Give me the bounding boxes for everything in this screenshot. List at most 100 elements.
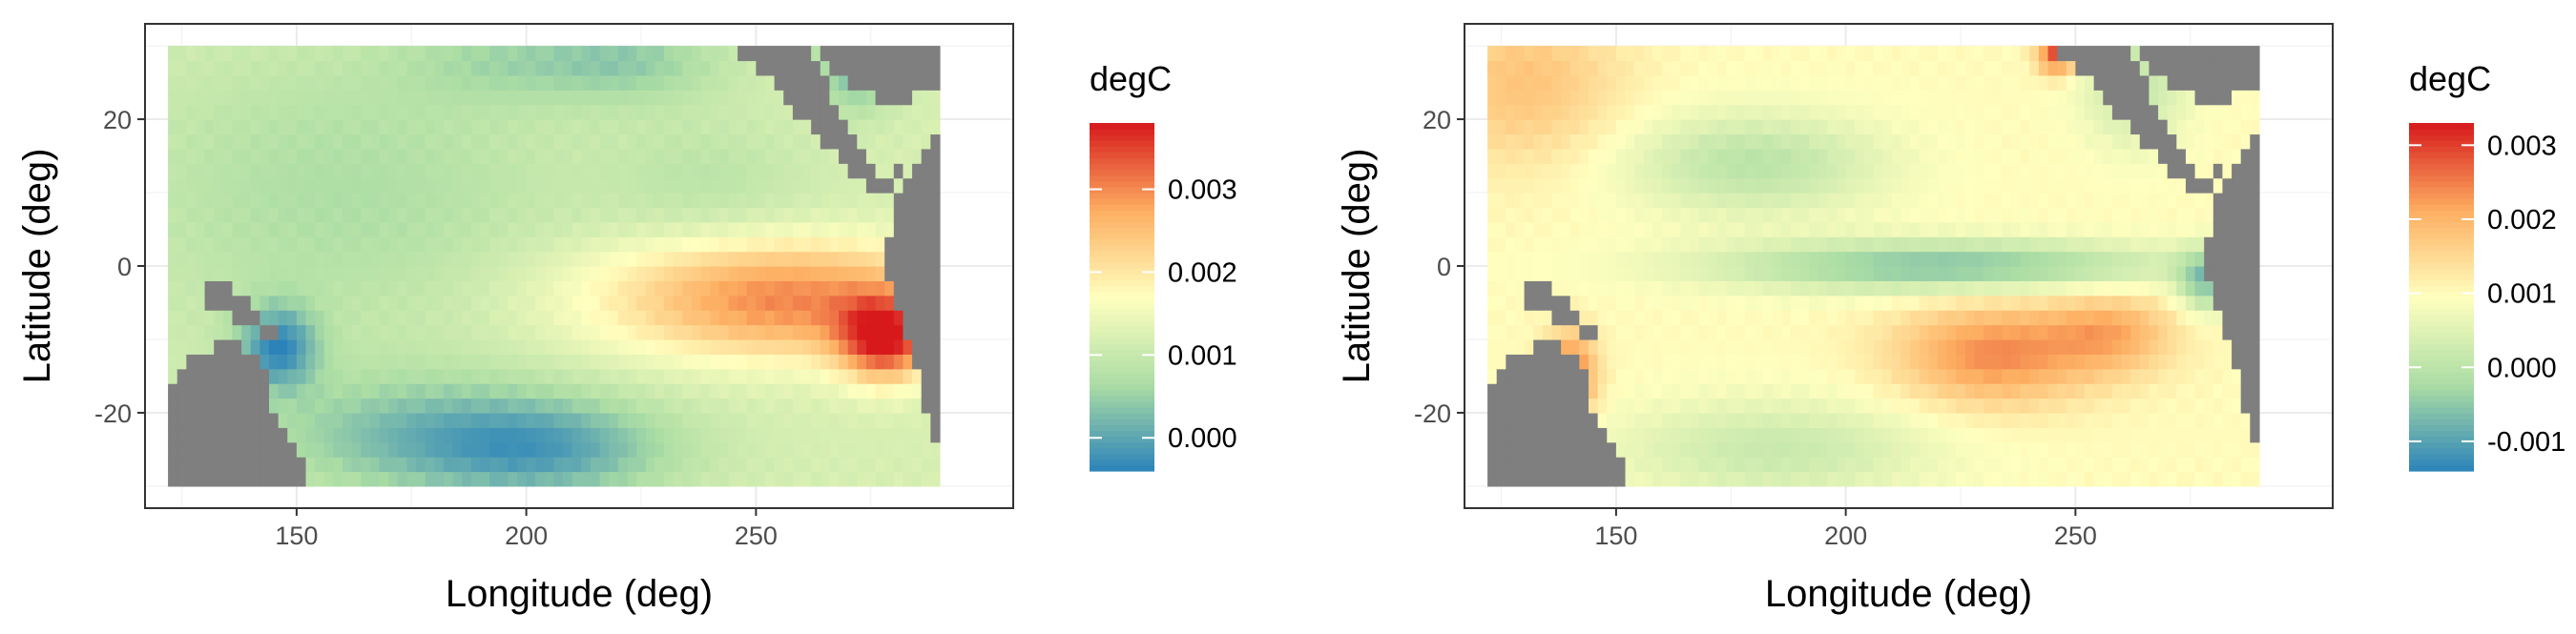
heatmap-cell — [1763, 339, 1773, 355]
heatmap-cell — [2130, 442, 2140, 458]
heatmap-cell — [737, 178, 747, 194]
heatmap-cell — [1901, 310, 1910, 325]
heatmap-cell — [1533, 90, 1543, 105]
heatmap-cell — [903, 105, 912, 120]
heatmap-cell — [1874, 457, 1883, 472]
heatmap-cell — [352, 339, 362, 355]
heatmap-cell — [251, 427, 260, 442]
heatmap-cell — [1690, 60, 1699, 75]
heatmap-cell — [1717, 149, 1727, 164]
heatmap-cell — [2130, 472, 2140, 487]
heatmap-cell — [1497, 133, 1506, 149]
heatmap-cell — [1837, 383, 1846, 399]
heatmap-cell — [1799, 46, 1809, 61]
heatmap-cell — [1745, 457, 1755, 472]
heatmap-cell — [876, 339, 885, 355]
heatmap-cell — [416, 280, 426, 296]
heatmap-cell — [287, 413, 297, 428]
heatmap-cell — [2039, 133, 2048, 149]
heatmap-cell — [1984, 442, 1993, 458]
heatmap-cell — [646, 399, 655, 414]
heatmap-cell — [223, 413, 233, 428]
heatmap-cell — [1690, 252, 1699, 267]
heatmap-cell — [1680, 369, 1690, 384]
heatmap-cell — [1680, 133, 1690, 149]
heatmap-cell — [517, 369, 527, 384]
heatmap-cell — [682, 369, 692, 384]
heatmap-cell — [1735, 207, 1745, 222]
heatmap-cell — [783, 46, 793, 61]
heatmap-cell — [876, 354, 885, 369]
heatmap-cell — [903, 369, 912, 384]
heatmap-cell — [1984, 75, 1993, 91]
heatmap-cell — [1543, 46, 1552, 61]
heatmap-cell — [1974, 457, 1984, 472]
heatmap-cell — [1773, 383, 1782, 399]
colorbar-segment — [1090, 343, 1154, 350]
heatmap-cell — [775, 383, 784, 399]
heatmap-cell — [2002, 60, 2011, 75]
heatmap-cell — [912, 280, 922, 296]
heatmap-cell — [1644, 46, 1653, 61]
heatmap-cell — [2186, 133, 2195, 149]
heatmap-cell — [186, 46, 196, 61]
heatmap-cell — [1993, 369, 2003, 384]
heatmap-cell — [1892, 75, 1901, 91]
heatmap-cell — [876, 280, 885, 296]
heatmap-cell — [591, 46, 600, 61]
heatmap-cell — [756, 310, 765, 325]
heatmap-cell — [903, 442, 912, 458]
heatmap-cell — [1672, 472, 1681, 487]
heatmap-cell — [352, 325, 362, 340]
heatmap-cell — [1965, 105, 1975, 120]
heatmap-cell — [2021, 457, 2030, 472]
heatmap-cell — [1561, 310, 1570, 325]
heatmap-cell — [2029, 163, 2039, 178]
heatmap-cell — [2094, 472, 2104, 487]
heatmap-cell — [1984, 369, 1993, 384]
heatmap-cell — [2112, 457, 2122, 472]
heatmap-cell — [692, 46, 701, 61]
heatmap-cell — [2029, 222, 2039, 237]
heatmap-cell — [535, 133, 545, 149]
heatmap-cell — [1561, 280, 1570, 296]
heatmap-cell — [1598, 222, 1608, 237]
heatmap-cell — [1892, 252, 1901, 267]
heatmap-cell — [260, 133, 269, 149]
heatmap-cell — [1735, 369, 1745, 384]
heatmap-cell — [2140, 178, 2150, 194]
heatmap-cell — [581, 266, 591, 281]
heatmap-cell — [2103, 252, 2112, 267]
heatmap-cell — [811, 383, 821, 399]
heatmap-cell — [2195, 207, 2205, 222]
heatmap-cell — [572, 60, 582, 75]
heatmap-cell — [2075, 442, 2085, 458]
heatmap-cell — [1525, 105, 1534, 120]
heatmap-cell — [480, 266, 489, 281]
heatmap-cell — [1882, 296, 1892, 311]
heatmap-cell — [884, 149, 894, 164]
heatmap-cell — [251, 369, 260, 384]
heatmap-cell — [333, 369, 343, 384]
heatmap-cell — [848, 310, 858, 325]
heatmap-cell — [1910, 354, 1920, 369]
heatmap-cell — [1699, 280, 1709, 296]
heatmap-cell — [2168, 399, 2177, 414]
heatmap-cell — [654, 383, 664, 399]
heatmap-cell — [343, 236, 352, 252]
heatmap-cell — [802, 149, 812, 164]
heatmap-cell — [1726, 149, 1735, 164]
heatmap-cell — [1791, 207, 1800, 222]
heatmap-cell — [756, 339, 765, 355]
heatmap-cell — [1965, 427, 1975, 442]
heatmap-cell — [876, 222, 885, 237]
heatmap-cell — [646, 207, 655, 222]
heatmap-cell — [701, 193, 711, 208]
heatmap-cell — [251, 163, 260, 178]
heatmap-cell — [692, 280, 701, 296]
heatmap-cell — [1506, 252, 1515, 267]
heatmap-cell — [480, 310, 489, 325]
heatmap-cell — [2149, 472, 2158, 487]
heatmap-cell — [591, 193, 600, 208]
heatmap-cell — [1726, 399, 1735, 414]
